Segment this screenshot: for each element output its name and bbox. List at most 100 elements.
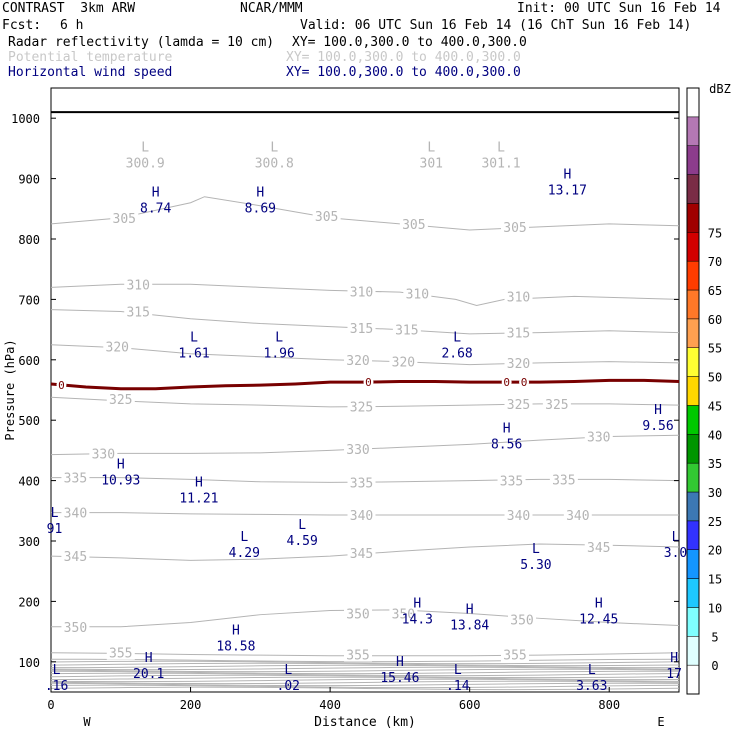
colorbar-swatch [686, 405, 700, 435]
theta-label: 305 [113, 212, 136, 227]
fcst-value: 6 h [60, 18, 84, 33]
wind-extremum-marker: L [672, 530, 680, 545]
wind-extremum-value: 14.3 [402, 612, 433, 627]
zero-isotherm-label-bg [501, 377, 512, 388]
west-end-label: W [83, 715, 91, 729]
theta-label: 355 [109, 647, 132, 662]
theta-label-bg [501, 219, 530, 234]
theta-label-bg [124, 277, 153, 292]
colorbar-label: 35 [708, 457, 722, 471]
theta-label-bg [549, 472, 578, 487]
fcst-label: Fcst: [2, 18, 42, 33]
theta-label-bg [344, 442, 373, 457]
theta-label: 335 [64, 472, 87, 487]
colorbar-swatch [686, 260, 700, 291]
wind-extremum-value: 18.58 [216, 640, 255, 655]
theta-label-bg [584, 429, 613, 444]
wind-extremum-marker: H [195, 476, 203, 491]
theta-label-bg [344, 647, 373, 662]
x-tick-label: 400 [319, 698, 341, 712]
y-tick-label: 100 [18, 656, 40, 670]
theta-label: 330 [587, 431, 610, 446]
colorbar-label: 60 [708, 313, 722, 327]
theta-label-bg [347, 508, 376, 523]
field-reflectivity-name: Radar reflectivity (lamda = 10 cm) [8, 35, 275, 50]
theta-contour-upper [50, 674, 680, 679]
wind-extremum-marker: L [240, 530, 248, 545]
wind-extremum-marker: L [53, 663, 61, 678]
wind-extremum-marker: H [145, 651, 153, 666]
theta-label-bg [347, 320, 376, 335]
x-tick-label: 600 [459, 698, 481, 712]
y-tick-label: 800 [18, 233, 40, 247]
theta-label-bg [347, 475, 376, 490]
theta-extremum-value: 301 [420, 156, 443, 171]
theta-label-bg [403, 286, 432, 301]
theta-label-bg [312, 209, 341, 224]
theta-label-bg [106, 645, 135, 660]
theta-label-bg [584, 540, 613, 555]
theta-extremum-value: 300.8 [255, 156, 294, 171]
theta-label-bg [497, 473, 526, 488]
theta-extremum-marker: L [427, 140, 435, 155]
wind-extremum-value: 9.56 [642, 419, 673, 434]
theta-contour-upper [50, 682, 680, 687]
wind-extremum-marker: H [654, 403, 662, 418]
theta-label-bg [124, 304, 153, 319]
x-tick-label: 800 [598, 698, 620, 712]
theta-label-bg [106, 392, 135, 407]
colorbar-label: 65 [708, 284, 722, 298]
theta-contour-upper [50, 678, 680, 683]
wind-extremum-value: 4.59 [287, 534, 318, 549]
theta-extremum-marker: L [141, 140, 149, 155]
colorbar-label: 10 [708, 601, 722, 615]
theta-contour-upper [50, 684, 680, 689]
east-end-label: E [657, 715, 664, 729]
y-tick-label: 300 [18, 535, 40, 549]
theta-label-bg [392, 322, 421, 337]
theta-label: 330 [346, 443, 369, 458]
theta-contour-upper [50, 670, 680, 675]
theta-label: 340 [64, 507, 87, 522]
theta-label-bg [344, 606, 373, 621]
theta-label: 305 [503, 221, 526, 236]
colorbar-swatch [686, 664, 700, 695]
theta-contour-upper [50, 664, 680, 669]
zero-isotherm-label-bg [363, 377, 374, 388]
wind-extremum-value: .14 [446, 679, 470, 694]
colorbar-swatch [686, 434, 700, 464]
theta-extremum-marker: L [497, 140, 505, 155]
zero-isotherm-label: 0 [58, 379, 65, 392]
wind-extremum-marker: H [413, 596, 421, 611]
org-label: NCAR/MMM [240, 1, 303, 16]
colorbar-swatch [686, 376, 700, 406]
zero-isotherm-label: 0 [365, 376, 372, 389]
theta-label: 320 [392, 356, 415, 371]
colorbar-label: 0 [711, 659, 718, 673]
theta-label: 305 [315, 210, 338, 225]
wind-extremum-marker: H [256, 186, 264, 201]
wind-extremum-value: 1.96 [264, 347, 295, 362]
theta-label-bg [110, 210, 139, 225]
colorbar-swatch [686, 462, 700, 493]
theta-label: 350 [64, 621, 87, 636]
theta-label: 310 [350, 286, 373, 301]
wind-extremum-marker: L [588, 663, 596, 678]
field-theta-name: Potential temperature [8, 50, 173, 65]
colorbar-swatch [686, 636, 700, 666]
theta-label: 320 [346, 354, 369, 369]
zero-isotherm-label-bg [519, 377, 530, 388]
theta-label-bg [501, 647, 530, 662]
colorbar-label: 25 [708, 515, 722, 529]
theta-label: 340 [507, 509, 530, 524]
colorbar-swatch [686, 203, 700, 233]
theta-label-bg [504, 325, 533, 340]
wind-extremum-marker: H [232, 624, 240, 639]
theta-label: 310 [507, 290, 530, 305]
wind-extremum-marker: H [595, 596, 603, 611]
theta-contour-upper [50, 686, 680, 691]
wind-extremum-marker: H [503, 421, 511, 436]
y-tick-label: 600 [18, 354, 40, 368]
wind-extremum-marker: H [466, 602, 474, 617]
